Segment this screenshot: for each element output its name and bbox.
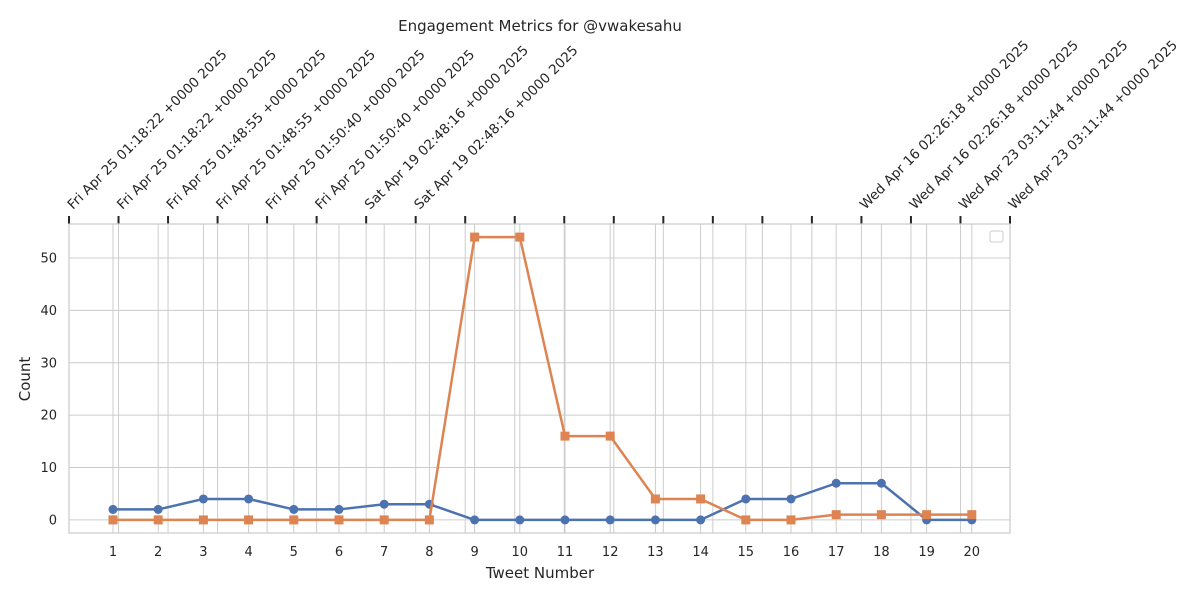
x-tick-label: 8 — [425, 545, 433, 560]
x-tick-label: 19 — [918, 545, 935, 560]
series-2-point — [560, 431, 570, 441]
top-axis-ticks — [68, 216, 1011, 224]
x-tick-label: 20 — [964, 545, 981, 560]
series-1-point — [650, 515, 660, 525]
series-1-point — [289, 504, 299, 514]
x-tick-label: 12 — [602, 545, 619, 560]
chart-title: Engagement Metrics for @vwakesahu — [398, 17, 682, 35]
y-tick-label: 0 — [49, 513, 57, 528]
x-tick-label: 10 — [512, 545, 529, 560]
series-2-point — [922, 510, 932, 520]
y-tick-label: 40 — [40, 304, 57, 319]
y-tick-label: 10 — [40, 461, 57, 476]
x-axis-ticks: 1 2 3 4 5 6 7 8 9 10 11 12 13 14 15 16 17 18 19 20 — [109, 545, 980, 560]
y-axis-label: Count — [16, 357, 34, 402]
series-1-point — [560, 515, 570, 525]
series-2-point — [650, 494, 660, 504]
series-1-point — [470, 515, 480, 525]
series-2-point — [967, 510, 977, 520]
series-2-point — [605, 431, 615, 441]
series-2-point — [696, 494, 706, 504]
x-tick-label: 16 — [783, 545, 800, 560]
x-tick-label: 18 — [873, 545, 890, 560]
series-1-point — [379, 499, 389, 509]
x-tick-label: 13 — [647, 545, 664, 560]
legend-box[interactable] — [989, 230, 1004, 243]
grid — [68, 224, 1011, 533]
series-1-point — [741, 494, 751, 504]
series-1-point — [696, 515, 706, 525]
x-tick-label: 9 — [470, 545, 478, 560]
series-1-point — [515, 515, 525, 525]
series-2-point — [334, 515, 344, 525]
x-tick-label: 5 — [290, 545, 298, 560]
series-layer — [108, 232, 977, 525]
x-tick-label: 15 — [738, 545, 755, 560]
series-1-point — [108, 504, 118, 514]
series-2-point — [786, 515, 796, 525]
series-2-point — [515, 232, 525, 242]
series-2-point — [876, 510, 886, 520]
series-1-point — [786, 494, 796, 504]
series-2-point — [470, 232, 480, 242]
series-2-point — [289, 515, 299, 525]
y-tick-label: 30 — [40, 356, 57, 371]
series-2-point — [424, 515, 434, 525]
y-tick-label: 20 — [40, 409, 57, 424]
y-tick-label: 50 — [40, 252, 57, 267]
x-tick-label: 17 — [828, 545, 845, 560]
series-1-point — [244, 494, 254, 504]
series-1-point — [334, 504, 344, 514]
x-tick-label: 4 — [244, 545, 252, 560]
series-2-point — [198, 515, 208, 525]
series-2-point — [741, 515, 751, 525]
series-line-1 — [113, 481, 972, 522]
series-line-2 — [113, 235, 972, 522]
x-tick-label: 7 — [380, 545, 388, 560]
series-2-point — [108, 515, 118, 525]
x-tick-label: 3 — [199, 545, 207, 560]
series-1-point — [605, 515, 615, 525]
series-1-point — [876, 478, 886, 488]
y-axis-ticks: 0 10 20 30 40 50 — [40, 252, 57, 529]
series-2-point — [153, 515, 163, 525]
series-2-point — [831, 510, 841, 520]
series-1-point — [198, 494, 208, 504]
x-axis-label: Tweet Number — [485, 564, 595, 582]
series-1-point — [831, 478, 841, 488]
series-2-point — [244, 515, 254, 525]
x-tick-label: 11 — [557, 545, 574, 560]
x-tick-label: 14 — [692, 545, 709, 560]
x-tick-label: 6 — [335, 545, 343, 560]
series-1-point — [153, 504, 163, 514]
x-tick-label: 1 — [109, 545, 117, 560]
plot-frame — [68, 223, 1011, 534]
x-tick-label: 2 — [154, 545, 162, 560]
series-2-point — [379, 515, 389, 525]
